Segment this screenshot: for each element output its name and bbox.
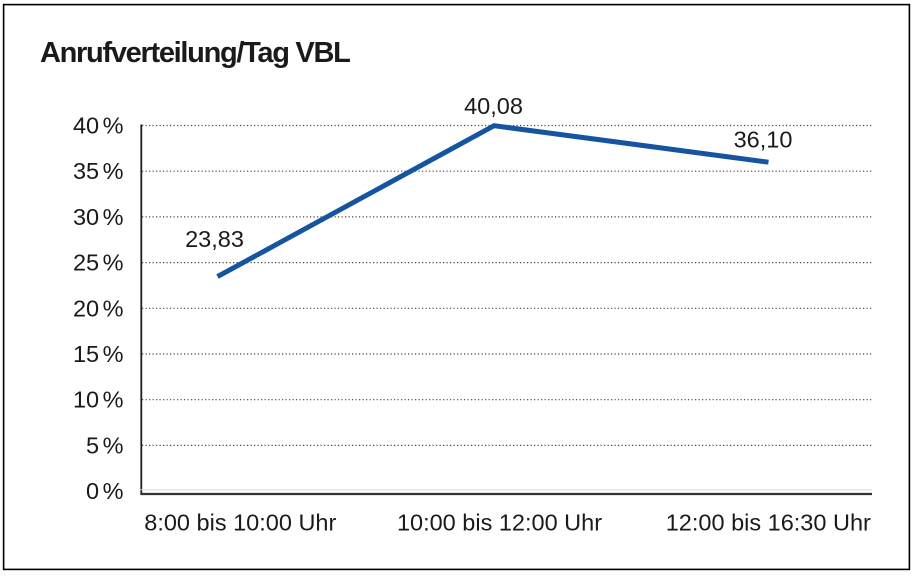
svg-text:15%: 15% [73,341,124,367]
svg-text:10:00 bis 12:00 Uhr: 10:00 bis 12:00 Uhr [397,510,602,536]
svg-text:10%: 10% [73,387,124,413]
svg-text:Anrufverteilung/Tag VBL: Anrufverteilung/Tag VBL [40,37,350,69]
svg-text:25%: 25% [73,250,124,276]
svg-text:5%: 5% [86,432,124,458]
svg-text:23,83: 23,83 [185,226,244,252]
svg-text:30%: 30% [73,204,124,230]
svg-text:20%: 20% [73,295,124,321]
svg-text:12:00 bis 16:30 Uhr: 12:00 bis 16:30 Uhr [666,510,871,536]
svg-text:40,08: 40,08 [464,93,523,119]
svg-text:35%: 35% [73,158,124,184]
svg-text:36,10: 36,10 [734,127,793,153]
svg-text:0%: 0% [86,478,124,504]
svg-text:8:00 bis 10:00 Uhr: 8:00 bis 10:00 Uhr [144,510,336,536]
svg-text:40%: 40% [73,113,124,139]
